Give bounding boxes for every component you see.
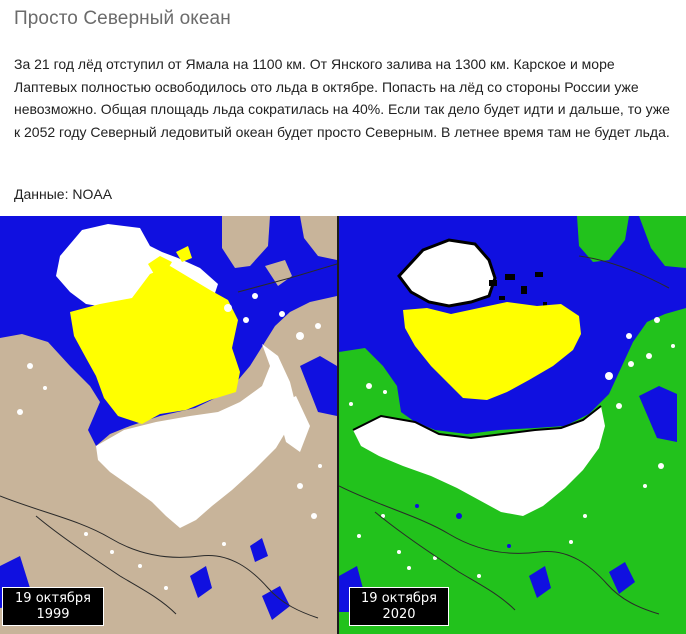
article-body: За 21 год лёд отступил от Ямала на 1100 … xyxy=(14,56,670,140)
article-title: Просто Северный океан xyxy=(14,8,231,29)
date-label-2020-day: 19 октября xyxy=(361,591,437,606)
map-1999-image xyxy=(0,216,337,634)
map-1999: 19 октября 1999 xyxy=(0,216,337,634)
map-2020: 19 октября 2020 xyxy=(339,216,686,634)
map-2020-image xyxy=(339,216,686,634)
date-label-2020-year: 2020 xyxy=(382,607,416,622)
date-label-1999-day: 19 октября xyxy=(15,591,91,606)
date-label-1999-year: 1999 xyxy=(36,607,70,622)
data-source: Данные: NOAA xyxy=(14,186,113,202)
map-divider xyxy=(337,216,339,634)
comparison-maps: 19 октября 1999 xyxy=(0,216,686,634)
date-label-1999: 19 октября 1999 xyxy=(2,587,104,626)
date-label-2020: 19 октября 2020 xyxy=(349,587,449,626)
